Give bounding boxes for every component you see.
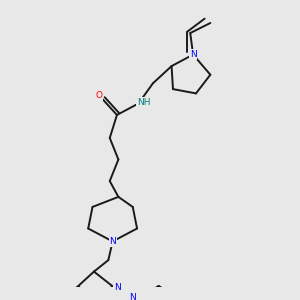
Text: N: N: [114, 283, 121, 292]
Text: N: N: [190, 50, 196, 59]
Text: N: N: [109, 237, 116, 246]
Text: N: N: [129, 293, 136, 300]
Text: O: O: [96, 91, 103, 100]
Text: NH: NH: [137, 98, 150, 106]
